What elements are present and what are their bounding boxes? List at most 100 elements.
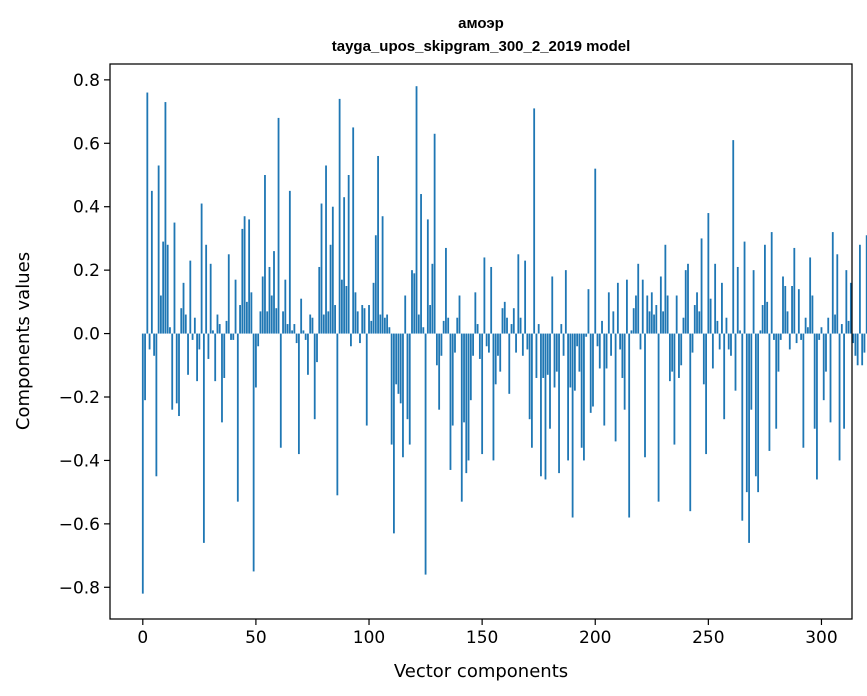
y-tick-label: −0.8 <box>59 578 100 598</box>
bar <box>610 333 612 356</box>
bar <box>754 333 757 477</box>
bar <box>322 314 325 334</box>
bar <box>492 333 495 461</box>
bar <box>632 308 635 334</box>
bar <box>476 324 479 334</box>
bar <box>175 333 178 404</box>
bar <box>621 333 624 378</box>
bar <box>571 333 574 518</box>
bar <box>340 279 343 334</box>
bar <box>811 295 814 334</box>
bar <box>406 333 409 420</box>
bar <box>555 333 558 372</box>
bar <box>465 333 468 474</box>
bar <box>223 333 226 378</box>
bar <box>675 295 678 334</box>
bar <box>784 286 787 334</box>
x-tick-label: 100 <box>353 628 385 648</box>
bar <box>472 333 474 356</box>
bar <box>664 244 667 334</box>
bar <box>245 301 248 334</box>
bar <box>291 330 294 334</box>
bar <box>607 292 610 334</box>
bar <box>182 282 185 334</box>
bar <box>650 292 653 334</box>
bar <box>422 327 425 334</box>
bar <box>508 333 511 394</box>
bar <box>329 244 332 334</box>
bar <box>773 333 775 340</box>
bar <box>293 324 296 334</box>
bar <box>567 333 569 461</box>
bar <box>451 333 454 426</box>
bar <box>562 333 565 356</box>
bar <box>671 333 674 372</box>
bar <box>227 254 230 334</box>
bar <box>458 295 461 334</box>
bar <box>370 320 373 334</box>
bar <box>350 333 352 347</box>
bar <box>775 333 778 429</box>
bar <box>205 244 208 334</box>
bar <box>533 108 536 334</box>
x-axis-ticks: 0 50 100 150 200 250 300 <box>137 619 838 648</box>
bar <box>827 317 830 334</box>
bar <box>390 333 393 445</box>
bar <box>155 333 158 477</box>
bar <box>802 333 805 448</box>
bar <box>331 206 334 334</box>
bar <box>207 333 210 359</box>
bar <box>741 333 744 521</box>
bar <box>678 333 680 378</box>
bar <box>212 330 214 334</box>
bar <box>831 232 834 334</box>
bar <box>377 155 379 334</box>
bar <box>252 333 255 572</box>
bar <box>734 333 737 391</box>
bar <box>845 270 848 334</box>
bar <box>847 320 850 334</box>
bar <box>791 286 793 334</box>
bar <box>793 247 796 334</box>
bar <box>592 333 594 407</box>
bar <box>583 333 585 461</box>
bar <box>542 333 545 378</box>
bar <box>585 333 588 337</box>
bar <box>705 333 707 455</box>
bar <box>596 333 599 347</box>
bar <box>816 333 818 480</box>
bar <box>788 333 791 350</box>
bar <box>309 314 312 334</box>
bar <box>411 270 413 334</box>
bar <box>673 333 676 445</box>
bar <box>700 238 703 334</box>
y-tick-label: 0.8 <box>73 71 100 91</box>
bar <box>540 333 542 477</box>
y-tick-label: −0.4 <box>59 451 100 471</box>
bar <box>630 330 633 334</box>
bar <box>517 254 520 334</box>
bar <box>619 333 622 350</box>
bar <box>714 263 717 334</box>
bar <box>662 311 665 334</box>
bar <box>454 333 456 353</box>
bar <box>501 308 504 334</box>
bar <box>564 270 567 334</box>
bar <box>820 327 823 334</box>
bar <box>483 257 486 334</box>
bar <box>515 333 517 353</box>
bar <box>840 324 843 334</box>
bar <box>368 305 370 334</box>
bar <box>232 333 235 340</box>
bar <box>417 314 420 334</box>
bar <box>732 140 735 334</box>
bar <box>537 324 540 334</box>
bar <box>750 333 753 410</box>
bar <box>318 266 321 334</box>
bar <box>659 276 662 334</box>
x-tick-label: 300 <box>805 628 837 648</box>
bar <box>865 235 867 334</box>
bar <box>150 190 153 334</box>
bar <box>711 333 714 369</box>
